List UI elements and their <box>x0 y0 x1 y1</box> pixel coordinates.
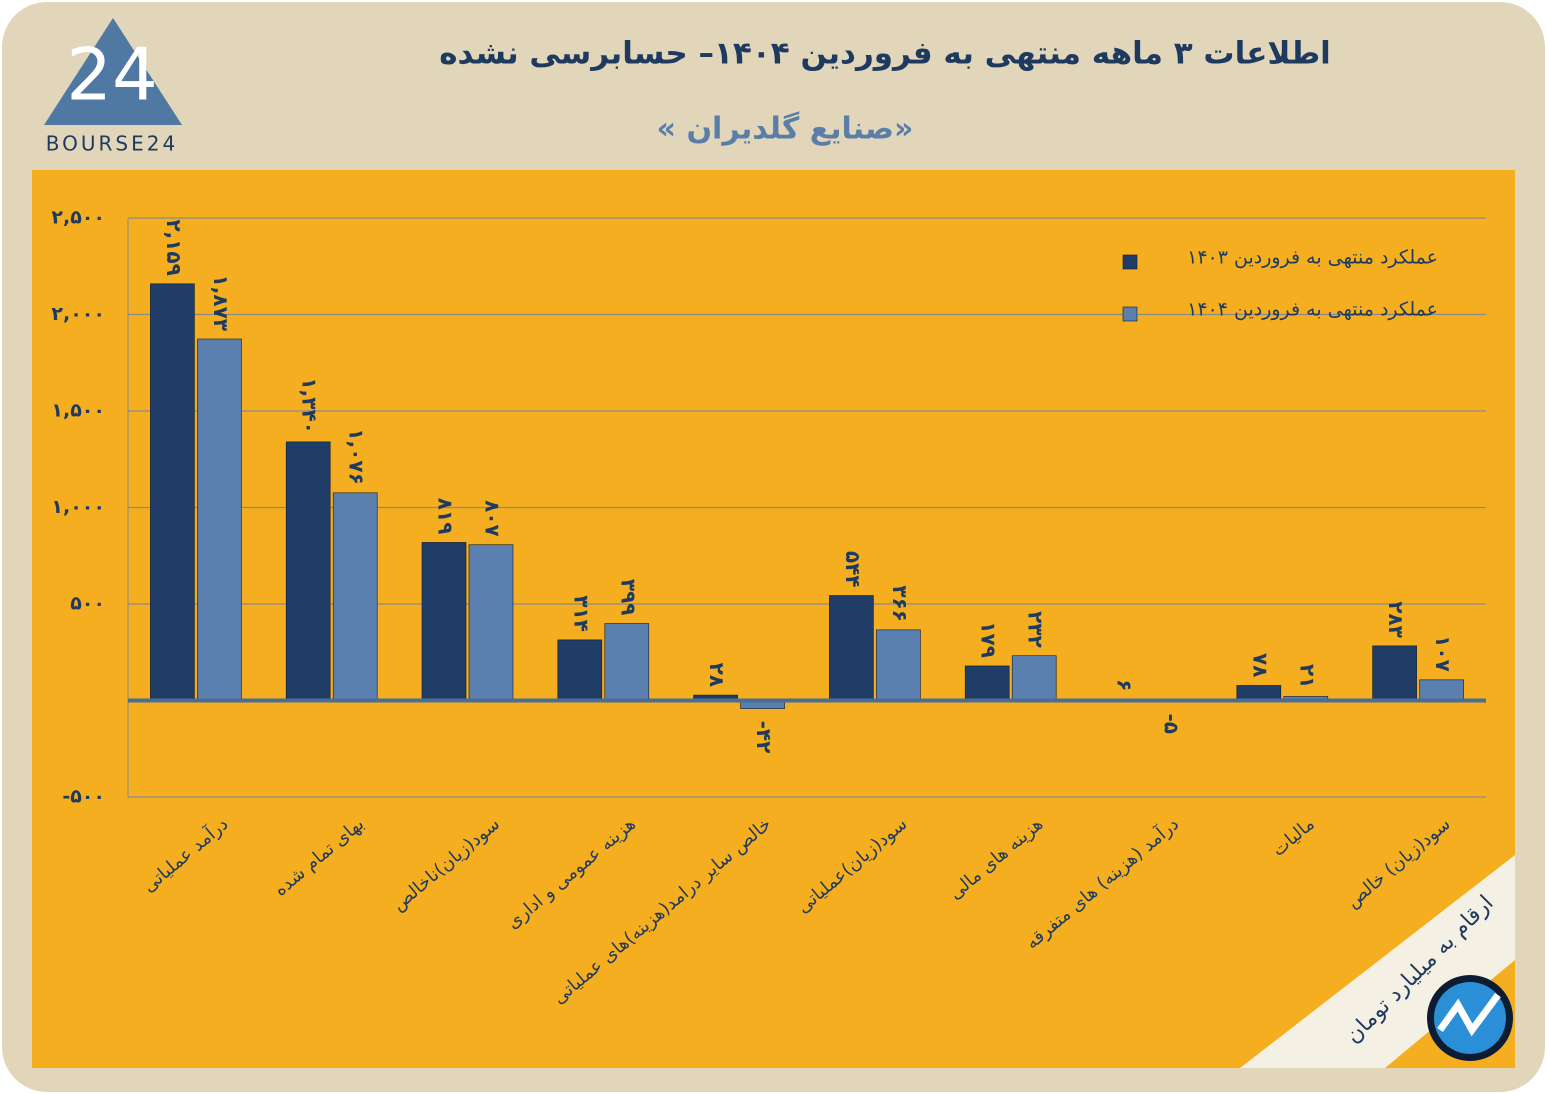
value-label: ۳۱۴ <box>569 595 593 632</box>
bar <box>1419 679 1464 701</box>
bar <box>332 492 378 701</box>
value-label: ۲۸۳ <box>1384 601 1408 638</box>
legend-swatch <box>1122 254 1138 270</box>
value-label: ۳۹۹ <box>616 579 640 616</box>
logo-mark: 24 <box>66 33 158 117</box>
logo-triangle <box>44 18 182 125</box>
icon <box>1434 982 1506 1054</box>
bar <box>876 629 921 701</box>
value-label: ۱۰۷ <box>1431 635 1455 672</box>
value-label: ۸۰۷ <box>481 500 505 537</box>
value-label: ۱,۳۴۰ <box>298 377 322 433</box>
bar <box>1236 685 1282 701</box>
bar <box>964 665 1010 701</box>
bar <box>604 623 650 701</box>
value-label: ۲۸ <box>705 663 729 687</box>
value-label: ۵۴۴ <box>841 551 865 588</box>
value-label: ۱,۰۷۶ <box>345 428 369 484</box>
chart-title: اطلاعات ۳ ماهه منتهی به فروردین ۱۴۰۴– حس… <box>439 36 1331 72</box>
plot-panel <box>32 170 1515 1068</box>
value-label: ۳۶۶ <box>888 585 912 622</box>
value-label: ۱۷۹ <box>977 621 1001 658</box>
bar <box>829 595 874 701</box>
bar <box>468 544 514 701</box>
chart-subtitle: « صنایع گلدیران» <box>657 111 914 147</box>
value-label: ۷۸ <box>1248 653 1272 677</box>
legend-label: عملکرد منتهی به فروردین ۱۴۰۳ <box>1187 247 1438 269</box>
y-tick-label: -۵۰۰ <box>62 786 105 808</box>
y-tick-label: ۱,۵۰۰ <box>51 400 105 422</box>
value-label: ۱,۸۷۳ <box>209 275 233 331</box>
y-tick-label: ۱,۰۰۰ <box>51 496 105 518</box>
value-label: ۲,۱۵۹ <box>162 219 186 275</box>
logo-text: BOURSE24 <box>46 132 178 156</box>
value-label: -۵ <box>1160 713 1184 734</box>
value-label: ۲۱ <box>1295 664 1319 688</box>
legend-swatch <box>1122 306 1138 322</box>
bar <box>421 542 467 701</box>
value-label: ۶ <box>1113 679 1137 691</box>
bar <box>150 283 195 701</box>
value-label: ۸۱۹ <box>434 498 458 535</box>
bar <box>1011 655 1057 701</box>
y-tick-label: ۲,۰۰۰ <box>51 303 105 325</box>
legend-label: عملکرد منتهی به فروردین ۱۴۰۴ <box>1187 299 1438 321</box>
bar <box>1372 645 1417 701</box>
bar <box>557 639 603 701</box>
value-label: -۴۲ <box>752 721 776 754</box>
icon-arrow <box>1437 992 1501 1037</box>
y-tick-label: ۵۰۰ <box>70 593 105 615</box>
y-tick-label: ۲,۵۰۰ <box>51 207 105 229</box>
bar <box>285 441 331 701</box>
value-label: ۲۳۲ <box>1024 611 1048 648</box>
bar <box>197 338 242 701</box>
